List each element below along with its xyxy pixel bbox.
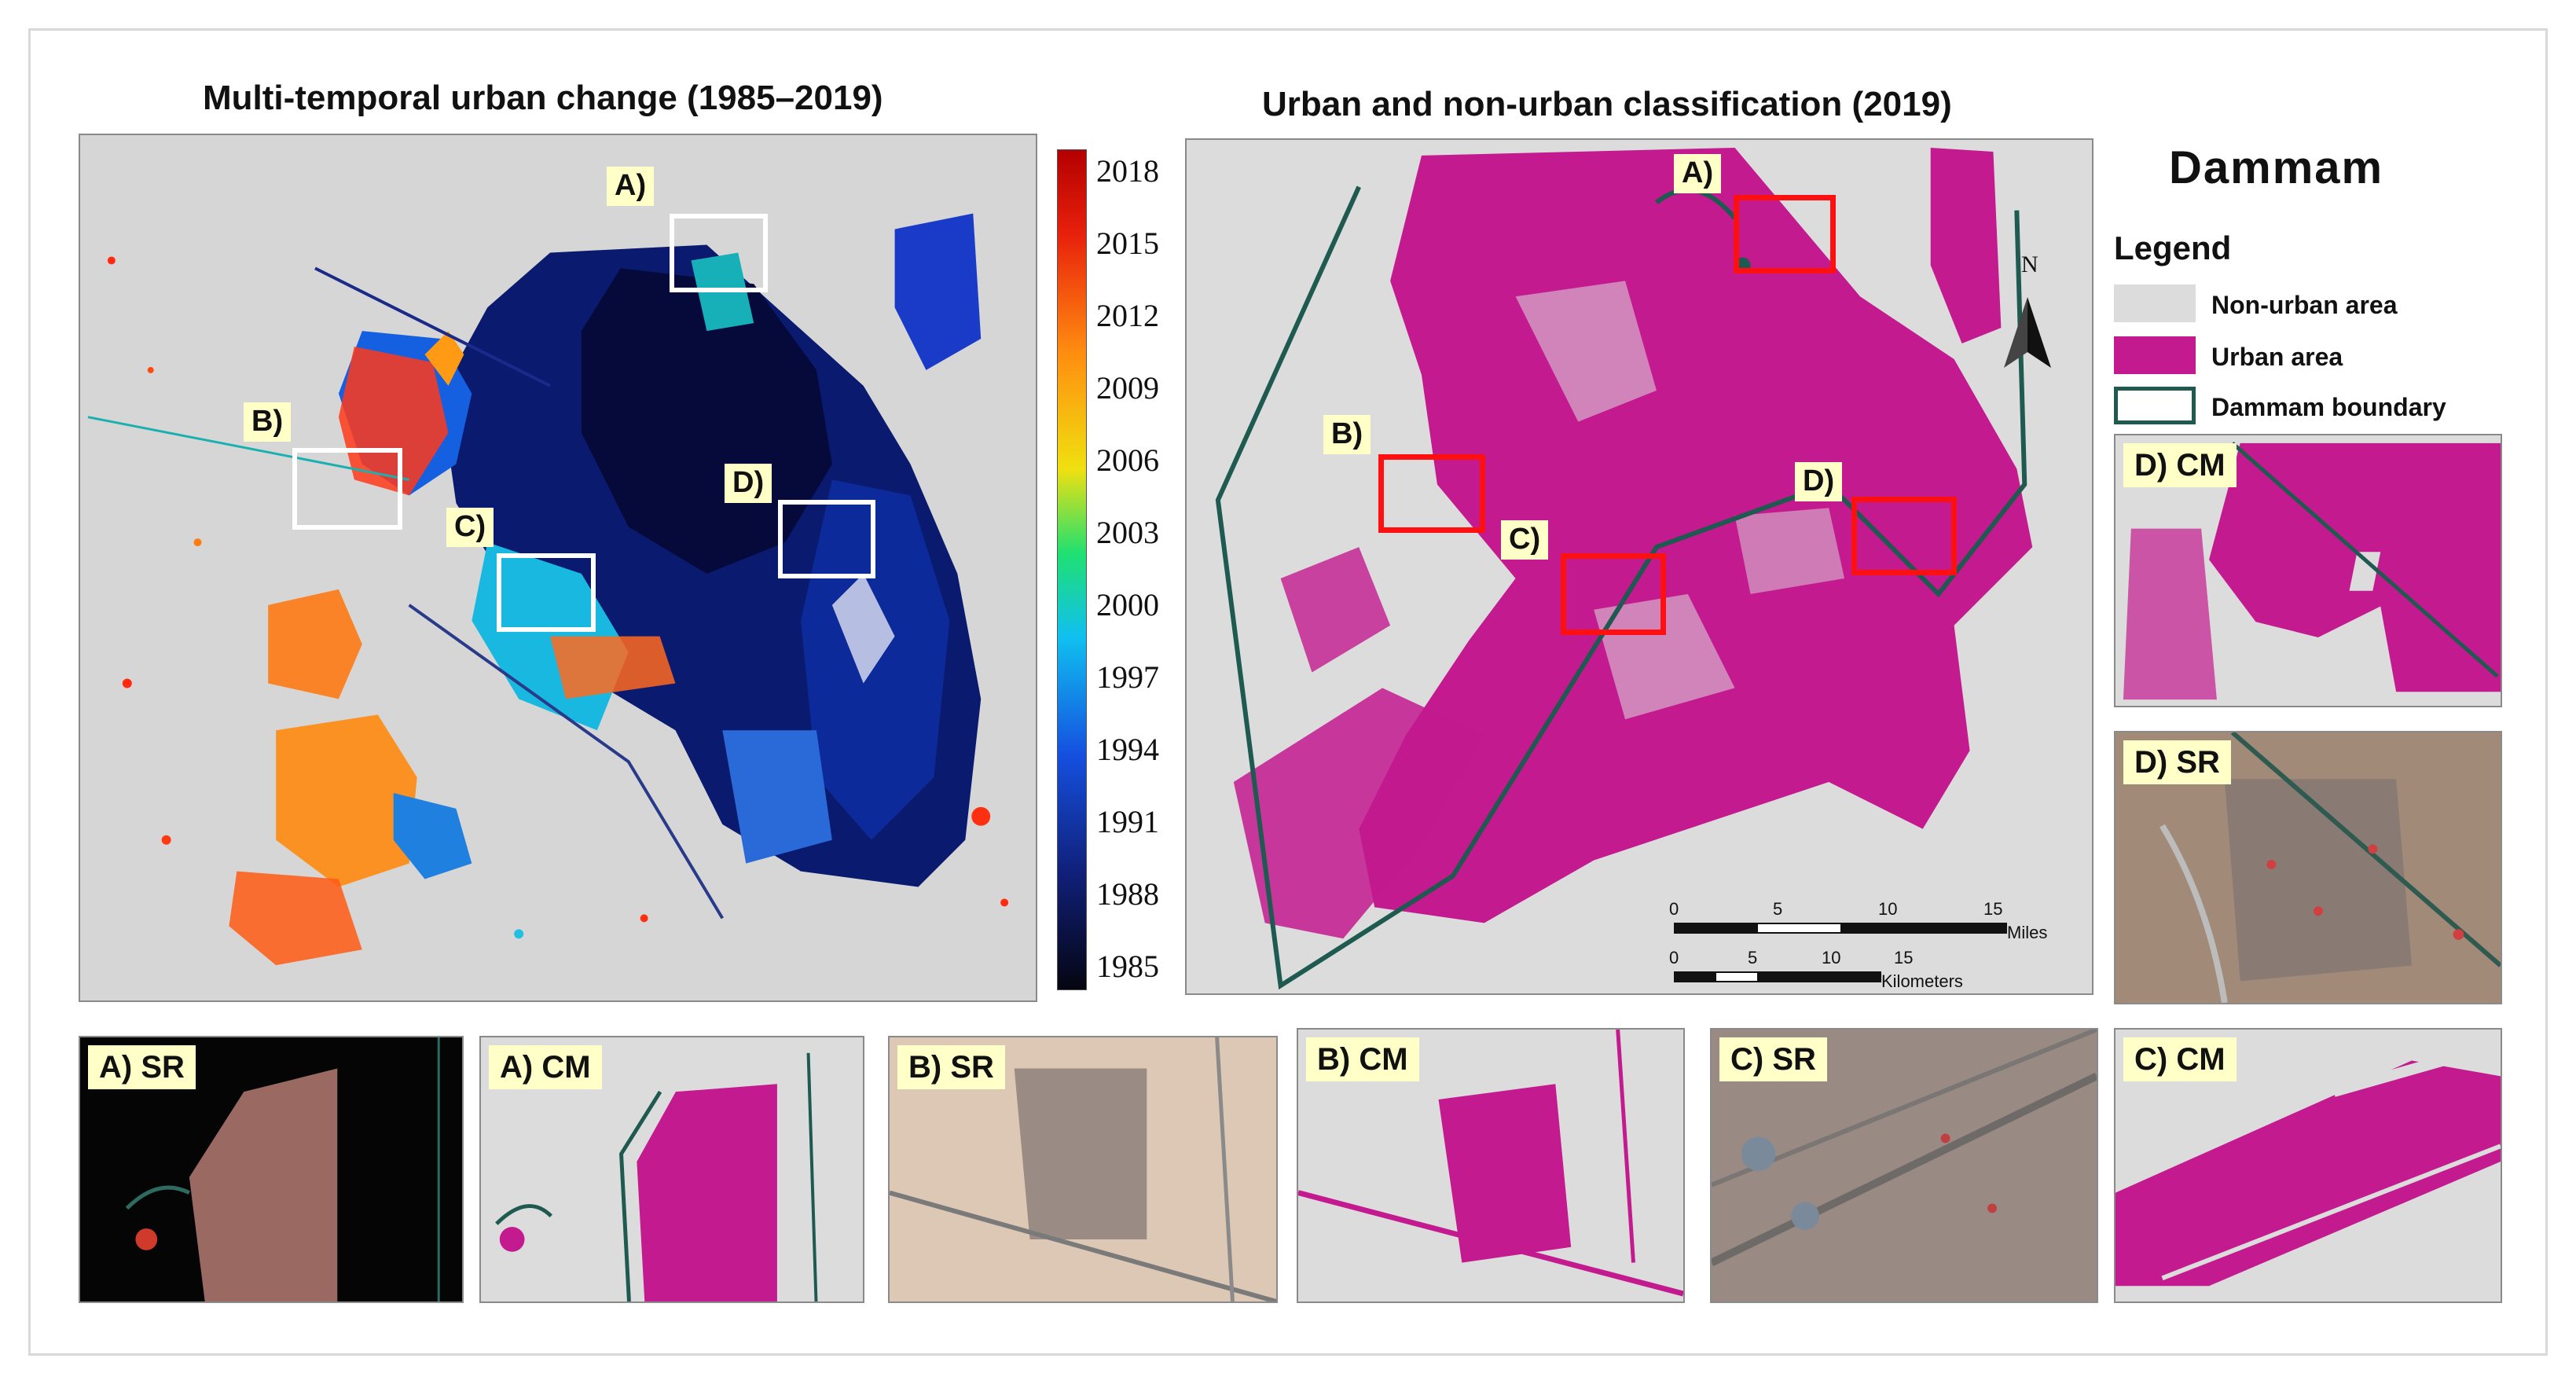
region-label-d-mid: D): [1795, 462, 1843, 501]
north-arrow-icon: [2004, 297, 2051, 368]
colorbar-tick-6: 2000: [1096, 587, 1159, 622]
inset-b-sr-label: B) SR: [897, 1045, 1005, 1089]
inset-c-sr: C) SR: [1710, 1028, 2098, 1303]
colorbar-tick-3: 2009: [1096, 370, 1159, 406]
region-label-b-mid: B): [1323, 415, 1371, 454]
inset-c-sr-label: C) SR: [1719, 1037, 1827, 1081]
colorbar-tick-11: 1985: [1096, 949, 1159, 984]
figure-frame: [28, 28, 2548, 1356]
urban-classification-map: A) B) C) D) N 0 5 10 15 Miles 0 5 10 15 …: [1185, 138, 2093, 995]
city-name: Dammam: [2169, 142, 2384, 193]
left-map-title: Multi-temporal urban change (1985–2019): [203, 79, 883, 117]
inset-c-cm-label: C) CM: [2123, 1037, 2237, 1081]
sb-mi-15: 15: [1983, 899, 2003, 919]
inset-b-sr: B) SR: [888, 1036, 1278, 1303]
sb-km-unit: Kilometers: [1881, 971, 1963, 991]
inset-c-cm: C) CM: [2114, 1028, 2502, 1303]
inset-b-cm-label: B) CM: [1306, 1037, 1419, 1081]
region-box-c-mid: [1561, 553, 1666, 635]
region-label-a-mid: A): [1674, 154, 1722, 193]
region-box-b-left: [292, 448, 402, 530]
legend-label-nonurban: Non-urban area: [2211, 291, 2398, 319]
colorbar-tick-9: 1991: [1096, 804, 1159, 839]
colorbar-tick-4: 2006: [1096, 442, 1159, 478]
colorbar-tick-10: 1988: [1096, 876, 1159, 912]
north-label: N: [2021, 251, 2038, 277]
legend-label-urban: Urban area: [2211, 343, 2343, 371]
legend-swatch-nonurban: [2114, 285, 2196, 322]
sb-km-5: 5: [1748, 948, 1758, 967]
inset-a-sr-label: A) SR: [88, 1045, 196, 1089]
inset-a-cm: A) CM: [479, 1036, 864, 1303]
region-label-c-mid: C): [1501, 520, 1549, 560]
middle-map-title: Urban and non-urban classification (2019…: [1262, 85, 1952, 123]
region-box-b-mid: [1378, 454, 1485, 533]
sb-km-10: 10: [1822, 948, 1841, 967]
colorbar-tick-5: 2003: [1096, 515, 1159, 550]
legend-label-boundary: Dammam boundary: [2211, 393, 2446, 421]
sb-mi-10: 10: [1878, 899, 1898, 919]
year-colorbar: [1057, 149, 1087, 990]
inset-a-sr: A) SR: [79, 1036, 464, 1303]
colorbar-tick-1: 2015: [1096, 226, 1159, 261]
region-box-a-left: [670, 214, 768, 292]
sb-km-0: 0: [1669, 948, 1679, 967]
urban-change-map: A) B) C) D): [79, 134, 1037, 1002]
inset-a-cm-label: A) CM: [489, 1045, 602, 1089]
colorbar-tick-8: 1994: [1096, 732, 1159, 767]
region-box-a-mid: [1734, 195, 1836, 273]
inset-d-cm: D) CM: [2114, 434, 2502, 707]
sb-mi-0: 0: [1669, 899, 1679, 919]
colorbar-tick-2: 2012: [1096, 298, 1159, 333]
legend-swatch-urban: [2114, 336, 2196, 374]
region-label-b-left: B): [244, 402, 292, 442]
region-label-c-left: C): [446, 508, 494, 547]
colorbar-tick-0: 2018: [1096, 153, 1159, 189]
scalebar-km: [1674, 971, 1881, 982]
colorbar-tick-7: 1997: [1096, 659, 1159, 695]
scalebar-miles: [1674, 923, 2007, 934]
legend-swatch-boundary: [2114, 387, 2196, 424]
region-label-a-left: A): [607, 167, 655, 206]
sb-mi-5: 5: [1773, 899, 1783, 919]
inset-d-sr: D) SR: [2114, 731, 2502, 1004]
inset-b-cm: B) CM: [1297, 1028, 1685, 1303]
region-label-d-left: D): [725, 464, 772, 503]
inset-d-sr-label: D) SR: [2123, 740, 2231, 784]
legend-title: Legend: [2114, 229, 2232, 266]
sb-mi-unit: Miles: [2007, 923, 2048, 942]
inset-d-cm-label: D) CM: [2123, 443, 2237, 487]
region-box-d-mid: [1851, 497, 1957, 575]
sb-km-15: 15: [1894, 948, 1914, 967]
region-box-c-left: [497, 553, 596, 632]
region-box-d-left: [778, 500, 875, 578]
